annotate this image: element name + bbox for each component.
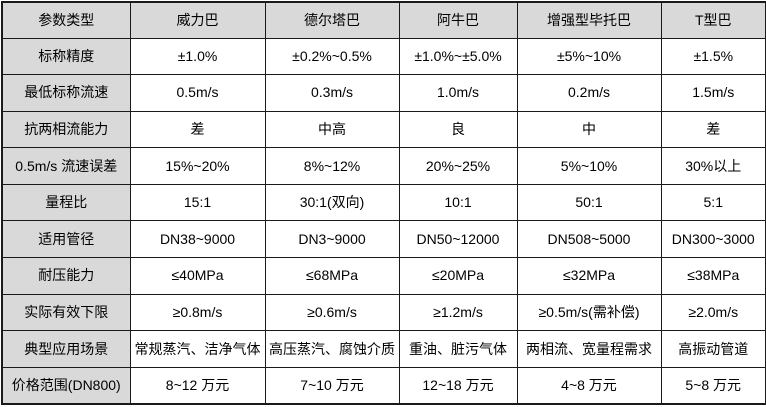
table-row-two-phase: 抗两相流能力 差 中高 良 中 差 — [1, 110, 766, 149]
table-row-pressure: 耐压能力 ≤40MPa ≤68MPa ≤20MPa ≤32MPa ≤38MPa — [1, 257, 766, 295]
table-cell: 常规蒸汽、洁净气体 — [129, 330, 266, 368]
table-cell: 20%~25% — [398, 147, 518, 185]
column-header-txingba: T型巴 — [660, 1, 766, 39]
table-cell: 差 — [660, 110, 766, 149]
table-cell: 15:1 — [129, 183, 266, 222]
table-header-row: 参数类型 威力巴 德尔塔巴 阿牛巴 增强型毕托巴 T型巴 — [1, 1, 766, 39]
column-header-parameter: 参数类型 — [1, 1, 131, 39]
table-cell: 0.5m/s — [129, 74, 266, 112]
row-header: 耐压能力 — [1, 257, 131, 295]
table-cell: 高振动管道 — [660, 330, 766, 368]
table-cell: 5:1 — [660, 183, 766, 222]
table-cell: 中 — [516, 110, 662, 149]
table-cell: 0.2m/s — [516, 74, 662, 112]
row-header: 适用管径 — [1, 220, 131, 259]
table-row-velocity-error: 0.5m/s 流速误差 15%~20% 8%~12% 20%~25% 5%~10… — [1, 147, 766, 185]
column-header-weiliba: 威力巴 — [129, 1, 266, 39]
table-row-applications: 典型应用场景 常规蒸汽、洁净气体 高压蒸汽、腐蚀介质 重油、脏污气体 两相流、宽… — [1, 330, 766, 368]
table-cell: 8%~12% — [264, 147, 400, 185]
row-header: 标称精度 — [1, 37, 131, 76]
table-cell: ±1.5% — [660, 37, 766, 76]
table-cell: 差 — [129, 110, 266, 149]
table-cell: ≥0.6m/s — [264, 293, 400, 332]
table-cell: 1.5m/s — [660, 74, 766, 112]
table-cell: 5%~10% — [516, 147, 662, 185]
table-cell: 良 — [398, 110, 518, 149]
table-cell: 12~18 万元 — [398, 366, 518, 405]
table-cell: 5~8 万元 — [660, 366, 766, 405]
row-header: 量程比 — [1, 183, 131, 222]
table-cell: 4~8 万元 — [516, 366, 662, 405]
column-header-aniuba: 阿牛巴 — [398, 1, 518, 39]
table-cell: 10:1 — [398, 183, 518, 222]
table-cell: ≥2.0m/s — [660, 293, 766, 332]
table-cell: ±1.0% — [129, 37, 266, 76]
table-cell: 重油、脏污气体 — [398, 330, 518, 368]
table-cell: DN3~9000 — [264, 220, 400, 259]
table-cell: ≥1.2m/s — [398, 293, 518, 332]
column-header-pituoba: 增强型毕托巴 — [516, 1, 662, 39]
table-cell: 50:1 — [516, 183, 662, 222]
table-cell: ±0.2%~0.5% — [264, 37, 400, 76]
table-cell: 1.0m/s — [398, 74, 518, 112]
table-cell: DN508~5000 — [516, 220, 662, 259]
row-header: 最低标称流速 — [1, 74, 131, 112]
table-cell: ≤20MPa — [398, 257, 518, 295]
table-cell: ≤32MPa — [516, 257, 662, 295]
row-header: 0.5m/s 流速误差 — [1, 147, 131, 185]
row-header: 实际有效下限 — [1, 293, 131, 332]
table-cell: 7~10 万元 — [264, 366, 400, 405]
table-cell: 高压蒸汽、腐蚀介质 — [264, 330, 400, 368]
table-cell: 30:1(双向) — [264, 183, 400, 222]
table-cell: DN300~3000 — [660, 220, 766, 259]
table-cell: ±5%~10% — [516, 37, 662, 76]
row-header: 价格范围(DN800) — [1, 366, 131, 405]
row-header: 抗两相流能力 — [1, 110, 131, 149]
column-header-deertaba: 德尔塔巴 — [264, 1, 400, 39]
table-cell: 0.3m/s — [264, 74, 400, 112]
table-cell: DN50~12000 — [398, 220, 518, 259]
table-cell: ±1.0%~±5.0% — [398, 37, 518, 76]
table-row-effective-lower-limit: 实际有效下限 ≥0.8m/s ≥0.6m/s ≥1.2m/s ≥0.5m/s(需… — [1, 293, 766, 332]
table-row-accuracy: 标称精度 ±1.0% ±0.2%~0.5% ±1.0%~±5.0% ±5%~10… — [1, 37, 766, 76]
table-cell: ≥0.5m/s(需补偿) — [516, 293, 662, 332]
table-cell: 中高 — [264, 110, 400, 149]
table-cell: ≤38MPa — [660, 257, 766, 295]
table-cell: 15%~20% — [129, 147, 266, 185]
table-cell: ≥0.8m/s — [129, 293, 266, 332]
table-row-turndown: 量程比 15:1 30:1(双向) 10:1 50:1 5:1 — [1, 183, 766, 222]
table-cell: ≤40MPa — [129, 257, 266, 295]
table-cell: DN38~9000 — [129, 220, 266, 259]
table-row-price-range: 价格范围(DN800) 8~12 万元 7~10 万元 12~18 万元 4~8… — [1, 366, 766, 405]
table-cell: ≤68MPa — [264, 257, 400, 295]
table-cell: 两相流、宽量程需求 — [516, 330, 662, 368]
table-row-pipe-diameter: 适用管径 DN38~9000 DN3~9000 DN50~12000 DN508… — [1, 220, 766, 259]
table-cell: 8~12 万元 — [129, 366, 266, 405]
table-row-min-velocity: 最低标称流速 0.5m/s 0.3m/s 1.0m/s 0.2m/s 1.5m/… — [1, 74, 766, 112]
row-header: 典型应用场景 — [1, 330, 131, 368]
table-cell: 30%以上 — [660, 147, 766, 185]
